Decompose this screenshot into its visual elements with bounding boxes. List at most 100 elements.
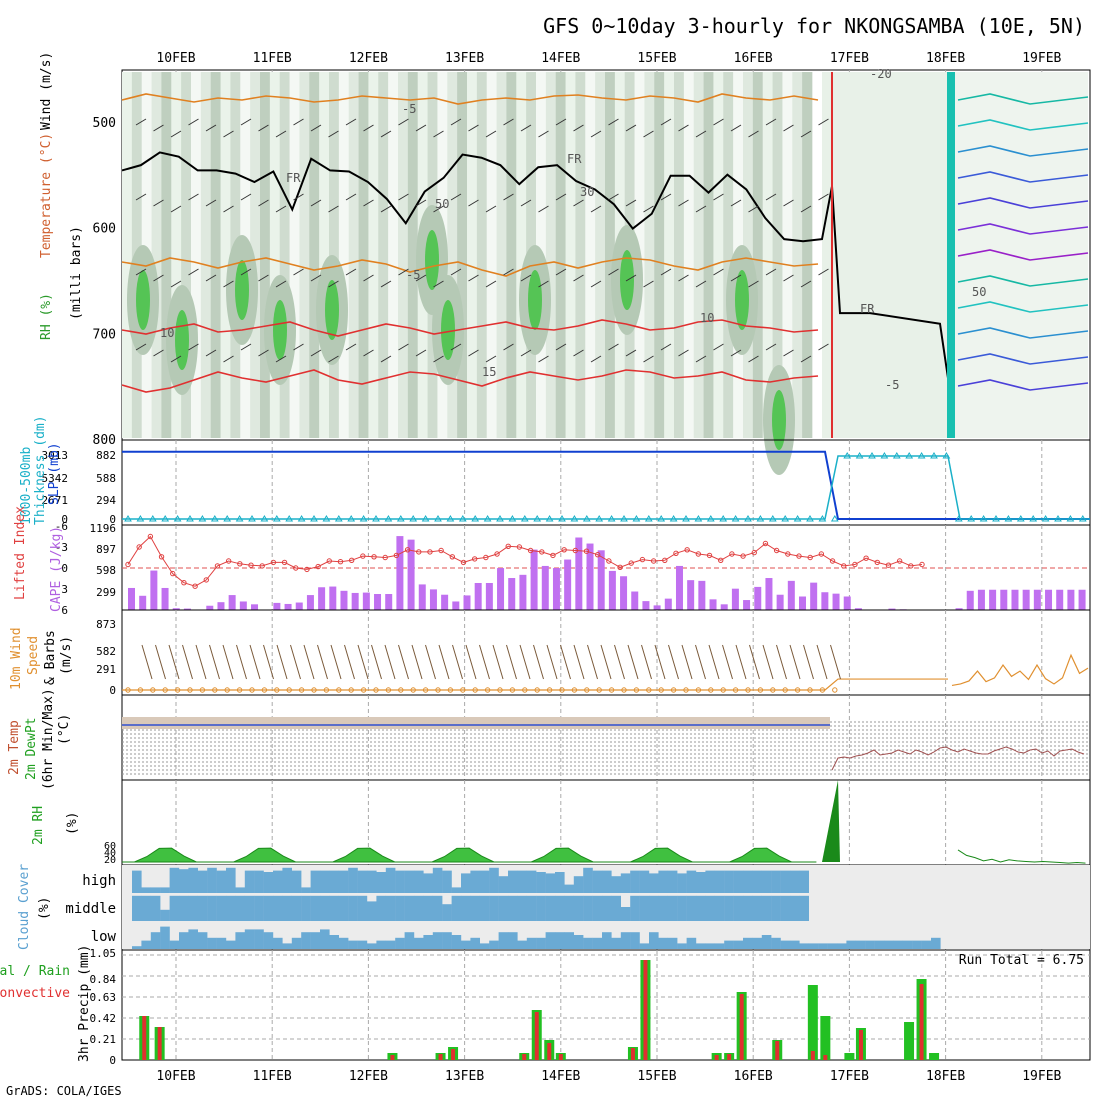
wind-barb [818, 343, 829, 351]
cloud-bar [649, 873, 659, 893]
wind-barb [730, 199, 742, 207]
wind-barb [170, 205, 182, 213]
cape-bar [519, 574, 527, 610]
cloud-bar [423, 935, 433, 949]
wind-barb [485, 205, 497, 213]
wind-speed-point [137, 687, 144, 693]
pressure-tick: 800 [93, 433, 116, 448]
run-total-label: Run Total = 6.75 [959, 953, 1084, 968]
cloud-bar [207, 937, 217, 949]
lifted-index-point [136, 544, 142, 550]
rh-shade [644, 72, 655, 438]
wind-barb [223, 130, 234, 138]
wind-barb [695, 280, 707, 288]
cloud-bar [150, 932, 161, 949]
wind-barb [560, 644, 571, 680]
cloud-layer-label: high [82, 873, 116, 889]
cloud-bar [348, 940, 358, 949]
temperature-contour [121, 369, 819, 393]
wind-speed-point [199, 687, 206, 693]
cloud-bar [536, 937, 546, 949]
wind-speed-point [298, 687, 305, 693]
thickness-marker [198, 515, 207, 522]
wind-barb [681, 644, 693, 680]
wind-barb [503, 268, 514, 276]
wind-barb [800, 205, 812, 213]
thickness-marker [1041, 515, 1050, 522]
rh-shade [289, 72, 300, 438]
wind-barb [398, 118, 409, 126]
cloud-bar [855, 940, 866, 949]
contour-label: -5 [406, 268, 420, 282]
cloud-bar [357, 940, 368, 949]
wind-barb [800, 280, 812, 288]
cloud-bar [733, 870, 744, 893]
rh-high [235, 260, 249, 320]
cloud-bar [696, 872, 706, 893]
cape-bar [228, 595, 236, 610]
wind-barb [293, 193, 304, 201]
pressure-tick: 700 [93, 327, 116, 342]
wind-barb [411, 644, 423, 680]
precip-tick: 0 [109, 1054, 116, 1067]
cloud-label-2: (%) [37, 897, 52, 920]
lifted-index-point [147, 533, 154, 540]
wind-speed-point [633, 687, 640, 693]
stability-panel: 1196 897 598 299 -6 -3 0 3 6 Lifted Index CAPE (J/… [13, 506, 1091, 617]
cloud-bar [705, 895, 715, 921]
lifted-index-point [829, 558, 836, 564]
thickness-marker [793, 515, 802, 522]
bottom-date-label: 17FEB [830, 1069, 869, 1084]
cloud-bar [132, 870, 142, 893]
rh-shade [122, 72, 133, 438]
precip-convective-bar [727, 1054, 732, 1060]
lifted-index-point [214, 563, 221, 569]
thickness-marker [620, 515, 628, 522]
cape-bar [843, 596, 851, 610]
cloud-bar [489, 867, 499, 893]
cape-bar [675, 565, 683, 610]
wind-barb [695, 130, 707, 138]
wind-barb [240, 118, 252, 126]
wind-barb [170, 130, 182, 138]
contour-label: -5 [885, 378, 899, 392]
wind-barb [310, 199, 322, 207]
lifted-index-point [695, 551, 702, 557]
wind-speed-point [497, 687, 503, 693]
cape-bar [474, 582, 482, 610]
wind-barb [433, 280, 444, 288]
cloud-bar [630, 932, 640, 949]
cloud-bar [423, 873, 433, 893]
wind-speed-point [435, 687, 441, 693]
cloud-bar [827, 943, 838, 949]
thickness-marker [1078, 515, 1087, 522]
temp-label-4: (°C) [57, 714, 72, 745]
lifted-index-point [863, 555, 869, 561]
wind-barb [627, 644, 639, 680]
cloud-bar [404, 932, 415, 949]
cape-bar [854, 608, 862, 610]
cloud-bar [498, 876, 509, 893]
wind-barb [223, 280, 234, 288]
rh-shade [605, 72, 616, 438]
lifted-index-point [460, 559, 467, 566]
wind-barb [310, 349, 322, 357]
precip-convective-bar [522, 1054, 527, 1060]
cloud-bar [470, 870, 480, 893]
precip-legend-rain: Total / Rain [0, 964, 70, 979]
thickness-marker [719, 515, 728, 522]
cape-bar [620, 576, 628, 610]
cloud-bar [686, 870, 697, 893]
cloud-bar [141, 887, 151, 893]
lifted-index-point [371, 554, 377, 560]
wind-barb [678, 199, 689, 207]
cape-bar [955, 608, 963, 610]
wind-barb [654, 644, 666, 680]
wind-barb [168, 644, 180, 680]
thickness-marker [682, 515, 690, 522]
cloud-bar [479, 943, 490, 949]
rh-shade [467, 72, 478, 438]
footer-credit: GrADS: COLA/IGES [6, 1084, 122, 1098]
pressure-axis-label: (milli bars) [69, 226, 84, 320]
wind-barb [188, 343, 199, 351]
